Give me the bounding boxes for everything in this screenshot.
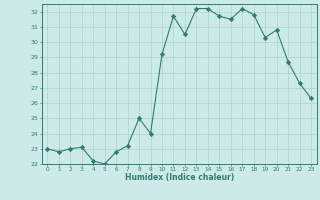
- X-axis label: Humidex (Indice chaleur): Humidex (Indice chaleur): [124, 173, 234, 182]
